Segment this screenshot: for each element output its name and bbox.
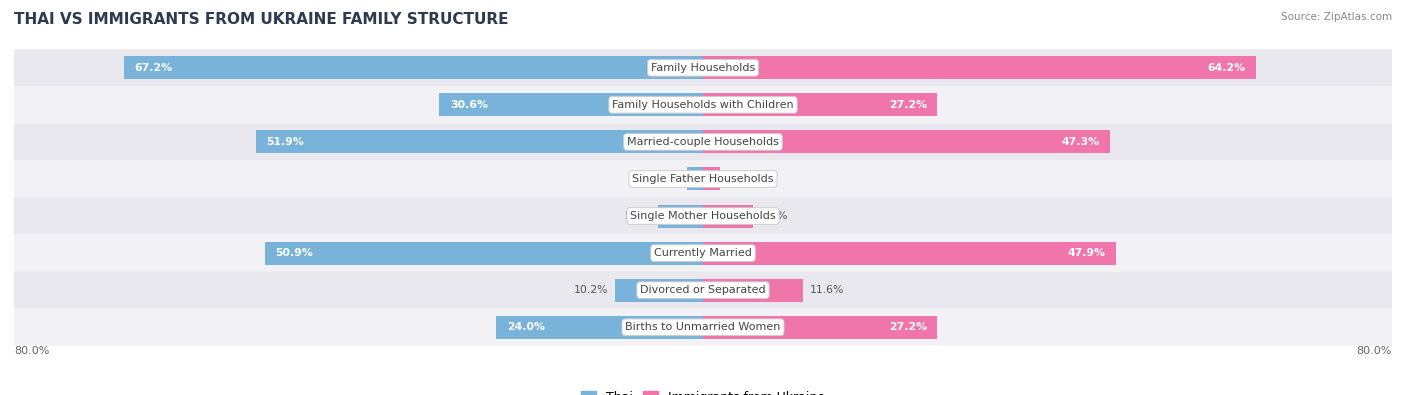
Text: Source: ZipAtlas.com: Source: ZipAtlas.com <box>1281 12 1392 22</box>
Text: 2.0%: 2.0% <box>727 174 755 184</box>
Text: 47.9%: 47.9% <box>1067 248 1105 258</box>
Text: Family Households: Family Households <box>651 63 755 73</box>
Bar <box>440 93 703 117</box>
Bar <box>703 167 720 190</box>
Legend: Thai, Immigrants from Ukraine: Thai, Immigrants from Ukraine <box>578 387 828 395</box>
Text: Family Households with Children: Family Households with Children <box>612 100 794 110</box>
Text: 5.2%: 5.2% <box>624 211 651 221</box>
FancyBboxPatch shape <box>6 49 1400 87</box>
Bar <box>658 205 703 228</box>
Text: 80.0%: 80.0% <box>1357 346 1392 357</box>
Text: 24.0%: 24.0% <box>506 322 544 332</box>
FancyBboxPatch shape <box>6 308 1400 346</box>
Bar <box>256 130 703 153</box>
Text: 67.2%: 67.2% <box>135 63 173 73</box>
FancyBboxPatch shape <box>6 235 1400 272</box>
Text: Married-couple Households: Married-couple Households <box>627 137 779 147</box>
Bar <box>686 167 703 190</box>
FancyBboxPatch shape <box>6 198 1400 235</box>
Text: Divorced or Separated: Divorced or Separated <box>640 285 766 295</box>
FancyBboxPatch shape <box>6 123 1400 160</box>
Bar <box>124 56 703 79</box>
Bar <box>264 242 703 265</box>
Bar <box>496 316 703 339</box>
FancyBboxPatch shape <box>6 272 1400 308</box>
Text: 30.6%: 30.6% <box>450 100 488 110</box>
Bar <box>703 130 1111 153</box>
Text: Single Mother Households: Single Mother Households <box>630 211 776 221</box>
Text: 5.8%: 5.8% <box>759 211 787 221</box>
FancyBboxPatch shape <box>6 87 1400 123</box>
Bar <box>703 316 938 339</box>
Text: Births to Unmarried Women: Births to Unmarried Women <box>626 322 780 332</box>
Bar <box>703 242 1115 265</box>
Text: 50.9%: 50.9% <box>276 248 312 258</box>
Text: 80.0%: 80.0% <box>14 346 49 357</box>
Bar <box>703 205 754 228</box>
Text: 51.9%: 51.9% <box>266 137 304 147</box>
Text: 10.2%: 10.2% <box>574 285 609 295</box>
Text: 47.3%: 47.3% <box>1062 137 1099 147</box>
Text: 11.6%: 11.6% <box>810 285 844 295</box>
Bar <box>703 278 803 302</box>
Bar <box>703 93 938 117</box>
Bar <box>616 278 703 302</box>
Text: Currently Married: Currently Married <box>654 248 752 258</box>
Bar <box>703 56 1256 79</box>
Text: 27.2%: 27.2% <box>889 100 927 110</box>
Text: 1.9%: 1.9% <box>652 174 679 184</box>
Text: 27.2%: 27.2% <box>889 322 927 332</box>
Text: Single Father Households: Single Father Households <box>633 174 773 184</box>
FancyBboxPatch shape <box>6 160 1400 198</box>
Text: 64.2%: 64.2% <box>1208 63 1246 73</box>
Text: THAI VS IMMIGRANTS FROM UKRAINE FAMILY STRUCTURE: THAI VS IMMIGRANTS FROM UKRAINE FAMILY S… <box>14 12 509 27</box>
